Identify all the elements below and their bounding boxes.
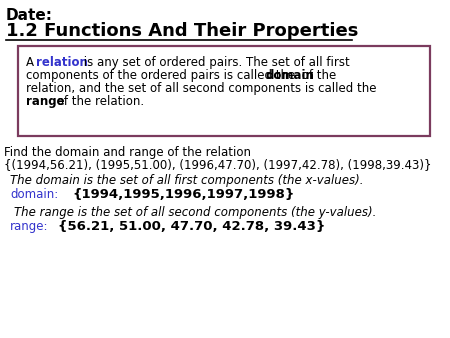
Text: range: range bbox=[26, 95, 65, 108]
Text: components of the ordered pairs is called the: components of the ordered pairs is calle… bbox=[26, 69, 299, 82]
Text: A: A bbox=[26, 56, 38, 69]
Text: relation, and the set of all second components is called the: relation, and the set of all second comp… bbox=[26, 82, 377, 95]
Text: is any set of ordered pairs. The set of all first: is any set of ordered pairs. The set of … bbox=[80, 56, 350, 69]
Text: relation: relation bbox=[36, 56, 88, 69]
Text: Date:: Date: bbox=[6, 8, 53, 23]
Text: 1.2 Functions And Their Properties: 1.2 Functions And Their Properties bbox=[6, 22, 358, 40]
Text: The range is the set of all second components (the y-values).: The range is the set of all second compo… bbox=[14, 206, 376, 219]
Text: domain: domain bbox=[265, 69, 314, 82]
Text: of the: of the bbox=[298, 69, 336, 82]
Text: {1994,1995,1996,1997,1998}: {1994,1995,1996,1997,1998} bbox=[72, 188, 294, 201]
Text: {(1994,56.21), (1995,51.00), (1996,47.70), (1997,42.78), (1998,39.43)}: {(1994,56.21), (1995,51.00), (1996,47.70… bbox=[4, 158, 432, 171]
Text: of the relation.: of the relation. bbox=[53, 95, 144, 108]
FancyBboxPatch shape bbox=[18, 46, 430, 136]
Text: {56.21, 51.00, 47.70, 42.78, 39.43}: {56.21, 51.00, 47.70, 42.78, 39.43} bbox=[58, 220, 325, 233]
Text: The domain is the set of all first components (the x-values).: The domain is the set of all first compo… bbox=[10, 174, 364, 187]
Text: Find the domain and range of the relation: Find the domain and range of the relatio… bbox=[4, 146, 251, 159]
Text: domain:: domain: bbox=[10, 188, 58, 201]
Text: range:: range: bbox=[10, 220, 49, 233]
